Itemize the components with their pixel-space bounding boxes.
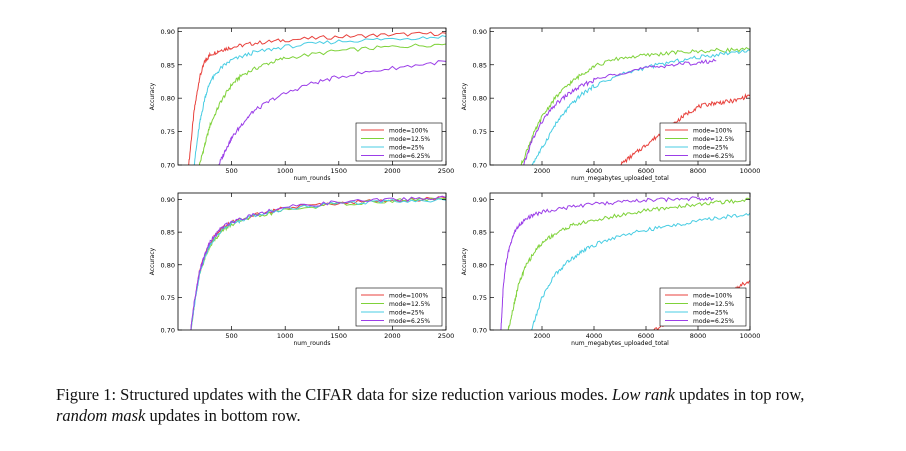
series-group: [190, 195, 446, 330]
x-tick-label: 500: [225, 167, 237, 175]
plot-frame: [177, 192, 447, 331]
legend-label: mode=12.5%: [389, 136, 430, 143]
legend-label: mode=12.5%: [389, 301, 430, 308]
caption-prefix: Figure 1: Structured updates with the CI…: [56, 385, 608, 404]
chart-panel-2: 0.70 0.75 0.80 0.85 0.90 2000 4000 6000 8000 1000…: [461, 27, 761, 182]
legend-label: mode=100%: [389, 127, 428, 134]
series-line-mode=6.25%: [500, 196, 714, 330]
x-tick-label: 10000: [740, 332, 761, 340]
y-tick-label: 0.80: [473, 95, 487, 103]
legend-label: mode=25%: [389, 144, 425, 151]
series-line-mode=100%: [620, 92, 750, 165]
x-tick-label: 2000: [534, 332, 551, 340]
plot-frame: [177, 27, 447, 166]
x-tick-label: 1500: [331, 167, 348, 175]
legend-box: [355, 287, 443, 327]
y-tick-label: 0.70: [473, 162, 487, 170]
y-tick-label: 0.85: [161, 229, 175, 237]
y-tick-label: 0.85: [161, 61, 175, 69]
caption-suffix: updates in bottom row.: [149, 406, 301, 425]
x-tick-label: 8000: [690, 167, 707, 175]
figure-charts: 0.70 0.75 0.80 0.85 0.90 500 1000 1500 2000 2500 n…: [149, 27, 761, 347]
x-tick-label: 8000: [690, 332, 707, 340]
chart-panel-4: 0.70 0.75 0.80 0.85 0.90 2000 4000 6000 8000 1000…: [461, 192, 761, 347]
x-tick-label: 2000: [384, 167, 401, 175]
caption-random-mask: random mask: [56, 406, 146, 425]
legend-label: mode=100%: [693, 292, 732, 299]
series-line-mode=12.5%: [507, 197, 750, 330]
series-line-mode=25%: [193, 35, 446, 165]
x-tick-label: 6000: [638, 332, 655, 340]
x-tick-label: 2000: [384, 332, 401, 340]
legend-label: mode=100%: [693, 127, 732, 134]
y-tick-label: 0.75: [473, 294, 487, 302]
y-axis-label: Accuracy: [149, 82, 156, 110]
series-line-mode=6.25%: [190, 195, 446, 330]
y-tick-label: 0.90: [473, 196, 487, 204]
chart-panel-1: 0.70 0.75 0.80 0.85 0.90 500 1000 1500 2000 2500 n…: [149, 27, 455, 182]
x-tick-label: 500: [225, 332, 237, 340]
legend-box: [659, 122, 747, 162]
x-axis-label: num_megabytes_uploaded_total: [571, 340, 669, 347]
legend-label: mode=12.5%: [693, 136, 734, 143]
y-tick-label: 0.90: [161, 28, 175, 36]
legend-label: mode=6.25%: [389, 318, 430, 325]
y-tick-label: 0.80: [161, 261, 175, 269]
x-tick-label: 1000: [277, 167, 294, 175]
x-tick-label: 4000: [586, 167, 603, 175]
series-line-mode=12.5%: [198, 43, 446, 165]
x-axis-label: num_rounds: [294, 175, 331, 182]
legend-label: mode=25%: [693, 309, 729, 316]
x-tick-label: 2500: [438, 167, 455, 175]
y-tick-label: 0.80: [161, 95, 175, 103]
legend-label: mode=6.25%: [693, 318, 734, 325]
y-tick-label: 0.90: [161, 196, 175, 204]
y-tick-label: 0.85: [473, 61, 487, 69]
y-tick-label: 0.85: [473, 229, 487, 237]
x-tick-label: 2000: [534, 167, 551, 175]
y-axis-label: Accuracy: [149, 247, 156, 275]
caption-mid: updates in top row,: [678, 385, 805, 404]
y-tick-label: 0.75: [473, 128, 487, 136]
x-tick-label: 10000: [740, 167, 761, 175]
chart-panel-3: 0.70 0.75 0.80 0.85 0.90 500 1000 1500 2000 2500 n…: [149, 192, 455, 347]
legend-label: mode=100%: [389, 292, 428, 299]
y-axis-label: Accuracy: [461, 247, 468, 275]
series-line-mode=100%: [188, 31, 446, 165]
series-line-mode=12.5%: [520, 46, 750, 165]
x-tick-label: 1000: [277, 332, 294, 340]
y-tick-label: 0.90: [473, 28, 487, 36]
legend-box: [355, 122, 443, 162]
y-axis-label: Accuracy: [461, 82, 468, 110]
series-line-mode=25%: [531, 212, 750, 330]
series-group: [520, 46, 750, 165]
plot-frame: [489, 192, 751, 331]
x-tick-label: 2500: [438, 332, 455, 340]
figure-caption: Figure 1: Structured updates with the CI…: [56, 384, 856, 426]
x-tick-label: 4000: [586, 332, 603, 340]
y-tick-label: 0.75: [161, 128, 175, 136]
x-tick-label: 1500: [331, 332, 348, 340]
legend-label: mode=25%: [389, 309, 425, 316]
caption-low-rank: Low rank: [612, 385, 675, 404]
y-tick-label: 0.70: [161, 327, 175, 335]
series-line-mode=25%: [531, 49, 750, 165]
x-axis-label: num_megabytes_uploaded_total: [571, 175, 669, 182]
series-group: [188, 31, 446, 165]
plot-frame: [489, 27, 751, 166]
series-line-mode=6.25%: [218, 60, 446, 165]
y-tick-label: 0.80: [473, 261, 487, 269]
legend-label: mode=25%: [693, 144, 729, 151]
series-line-mode=6.25%: [523, 58, 717, 165]
legend-box: [659, 287, 747, 327]
y-tick-label: 0.70: [473, 327, 487, 335]
x-axis-label: num_rounds: [294, 340, 331, 347]
y-tick-label: 0.70: [161, 162, 175, 170]
legend-label: mode=6.25%: [389, 153, 430, 160]
x-tick-label: 6000: [638, 167, 655, 175]
legend-label: mode=6.25%: [693, 153, 734, 160]
legend-label: mode=12.5%: [693, 301, 734, 308]
y-tick-label: 0.75: [161, 294, 175, 302]
